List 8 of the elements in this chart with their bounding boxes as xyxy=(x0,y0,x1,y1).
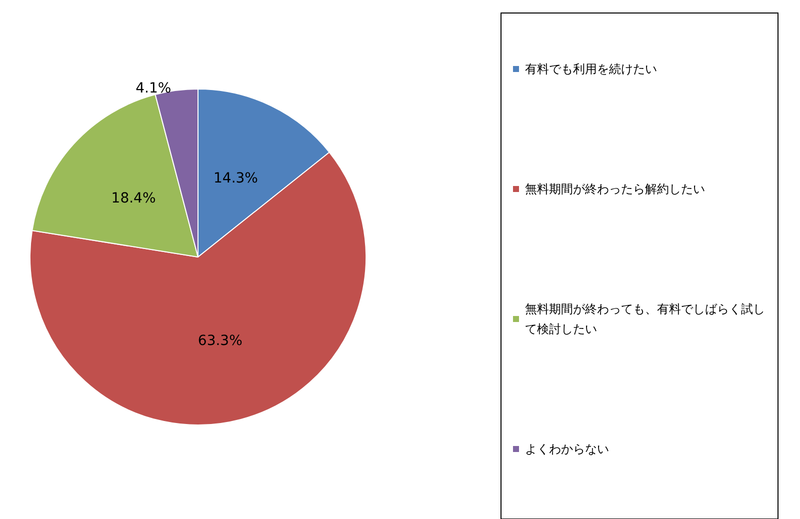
legend-label: 無料期間が終わったら解約したい xyxy=(525,182,705,196)
legend-label: よくわからない xyxy=(525,442,609,456)
data-label: 14.3% xyxy=(214,170,258,187)
legend-label: 無料期間が終わっても、有料でしばらく試して検討したい xyxy=(525,302,765,336)
data-label: 4.1% xyxy=(136,80,172,96)
data-label: 18.4% xyxy=(111,190,156,207)
legend-label: 有料でも利用を続けたい xyxy=(525,62,657,76)
data-label: 63.3% xyxy=(198,333,242,350)
